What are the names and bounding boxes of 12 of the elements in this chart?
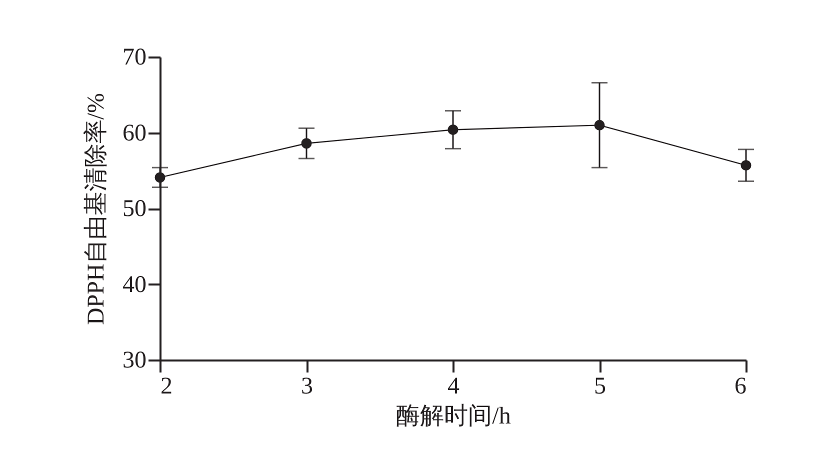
y-tick-label: 60 bbox=[122, 120, 146, 146]
y-tick-label: 30 bbox=[122, 348, 146, 374]
x-tick-label: 2 bbox=[160, 374, 172, 400]
x-tick-label: 4 bbox=[448, 374, 460, 400]
y-tick-label: 50 bbox=[122, 196, 146, 222]
y-tick-label: 40 bbox=[122, 272, 146, 298]
x-tick-label: 6 bbox=[734, 374, 746, 400]
y-axis-title: DPPH自由基清除率/% bbox=[82, 92, 110, 326]
x-tick-label: 3 bbox=[301, 374, 313, 400]
x-axis-title: 酶解时间/h bbox=[396, 404, 511, 430]
x-tick-label: 5 bbox=[594, 374, 606, 400]
y-tick-label: 70 bbox=[122, 44, 146, 70]
